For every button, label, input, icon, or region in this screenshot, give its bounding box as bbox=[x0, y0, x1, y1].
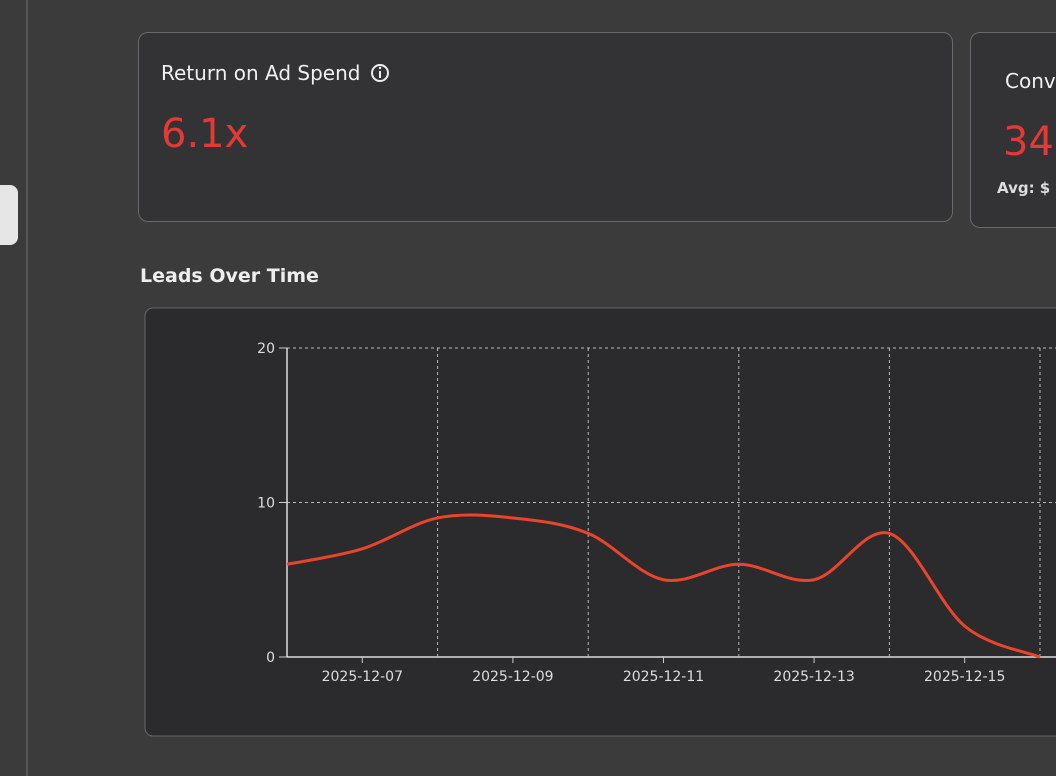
y-tick-label: 0 bbox=[266, 650, 275, 666]
x-tick-label: 2025-12-13 bbox=[773, 669, 854, 685]
card-value: 6.1x bbox=[161, 111, 249, 157]
card-title: Return on Ad Spend bbox=[161, 61, 361, 85]
chart-panel bbox=[144, 307, 1056, 737]
y-tick-label: 20 bbox=[257, 341, 275, 357]
sidebar-tab[interactable] bbox=[0, 185, 18, 245]
card-title: Conv bbox=[1005, 69, 1056, 93]
card-value: 34 bbox=[1003, 119, 1054, 165]
line bbox=[286, 513, 1041, 659]
x-tick-label: 2025-12-11 bbox=[623, 669, 704, 685]
x-tick-label: 2025-12-15 bbox=[924, 669, 1005, 685]
card-title-row: Return on Ad Spend bbox=[161, 61, 390, 85]
x-tick-label: 2025-12-07 bbox=[322, 669, 403, 685]
kpi-card[interactable]: Conv 34 Avg: $ bbox=[970, 32, 1056, 228]
info-icon[interactable] bbox=[370, 63, 390, 83]
card-note: Avg: $ bbox=[997, 179, 1051, 197]
kpi-card[interactable]: Return on Ad Spend 6.1x bbox=[138, 32, 953, 222]
y-tick-label: 10 bbox=[257, 496, 275, 512]
x-tick-label: 2025-12-09 bbox=[472, 669, 553, 685]
sidebar-edge bbox=[26, 0, 28, 776]
section-title: Leads Over Time bbox=[140, 265, 319, 287]
